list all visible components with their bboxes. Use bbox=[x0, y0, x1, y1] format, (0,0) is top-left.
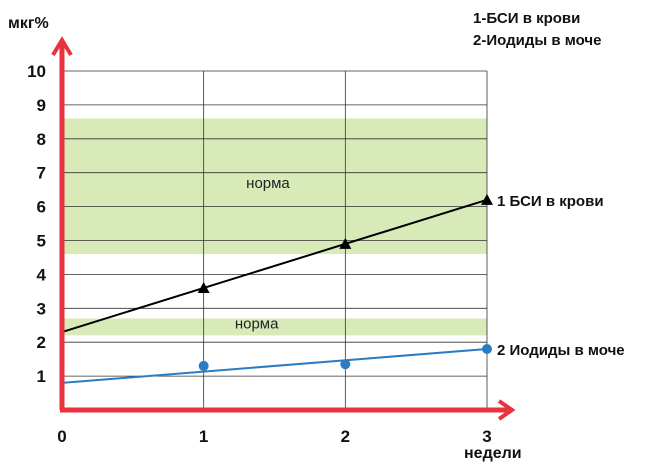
series-2-point-3 bbox=[482, 343, 492, 354]
series-group bbox=[61, 193, 493, 384]
x-tick-label-2: 2 bbox=[341, 427, 350, 446]
y-tick-label-2: 2 bbox=[37, 333, 46, 352]
series-2-point-1 bbox=[198, 360, 209, 371]
y-tick-label-8: 8 bbox=[37, 130, 46, 149]
series-2-point-2 bbox=[340, 359, 351, 370]
x-tick-label-1: 1 bbox=[199, 427, 208, 446]
y-tick-label-10: 10 bbox=[27, 62, 46, 81]
y-tick-label-7: 7 bbox=[37, 164, 46, 183]
series-1-point-3 bbox=[481, 193, 493, 205]
y-axis-label: мкг% bbox=[8, 15, 49, 32]
y-tick-label-9: 9 bbox=[37, 96, 46, 115]
series-2-label: 2 Иодиды в моче bbox=[497, 342, 625, 359]
x-axis-arrow bbox=[497, 399, 516, 421]
x-axis-label: недели bbox=[464, 445, 522, 462]
series-1-label: 1 БСИ в крови bbox=[497, 193, 604, 210]
y-axis-arrow bbox=[51, 36, 73, 57]
series-1-line bbox=[61, 198, 488, 333]
series-1-point-2 bbox=[339, 237, 352, 249]
y-tick-label-6: 6 bbox=[37, 198, 46, 217]
legend-entry-1: 1-БСИ в крови bbox=[473, 10, 580, 27]
axes bbox=[51, 36, 516, 421]
legend-entry-2: 2-Иодиды в моче bbox=[473, 32, 601, 49]
norm-band-1 bbox=[62, 118, 487, 255]
labels: норма норма 1 БСИ в крови 2 Иодиды в моче 1 2… bbox=[27, 62, 625, 446]
x-tick-label-3: 3 bbox=[482, 427, 491, 446]
y-tick-label-1: 1 bbox=[37, 367, 46, 386]
norm-bands bbox=[62, 118, 487, 336]
norm-band-2 bbox=[62, 318, 487, 336]
y-tick-label-5: 5 bbox=[37, 232, 46, 251]
norm-band-label-1: норма bbox=[246, 175, 290, 192]
norm-band-label-2: норма bbox=[235, 316, 279, 333]
series-1-point-1 bbox=[197, 281, 210, 293]
y-tick-label-4: 4 bbox=[37, 265, 47, 284]
series-2-line bbox=[61, 347, 488, 384]
x-tick-label-0: 0 bbox=[57, 427, 66, 446]
y-tick-label-3: 3 bbox=[37, 299, 46, 318]
